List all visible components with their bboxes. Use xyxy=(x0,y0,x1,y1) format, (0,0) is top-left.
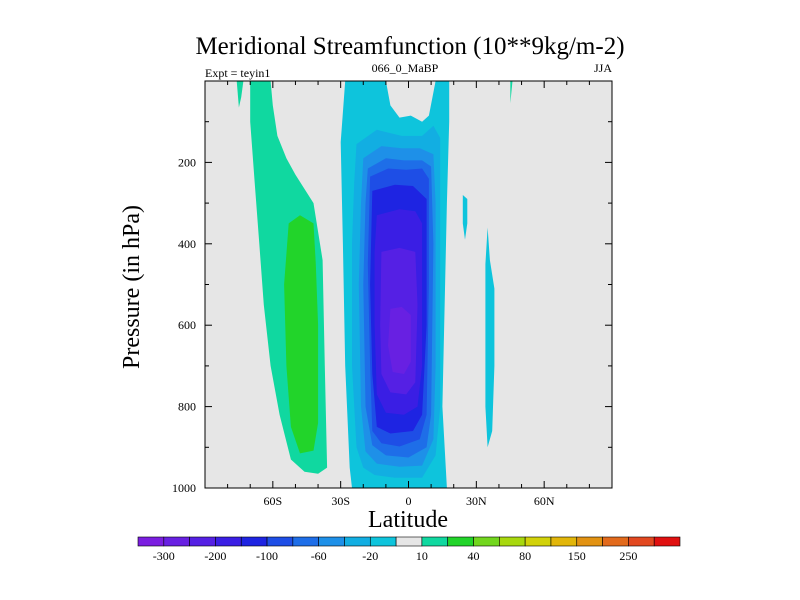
x-tick-label: 30N xyxy=(466,494,487,508)
contour-teal-sh-sliver xyxy=(236,81,244,108)
colorbar-box xyxy=(292,536,319,547)
contour-violet-core xyxy=(388,306,411,374)
colorbar-box xyxy=(447,536,474,547)
y-tick-label: 200 xyxy=(178,155,196,169)
x-tick-label: 0 xyxy=(406,494,412,508)
contour-green-sh-core xyxy=(284,215,319,454)
y-axis-label: Pressure (in hPa) xyxy=(119,205,145,369)
colorbar-box xyxy=(576,536,603,547)
colorbar-label: -20 xyxy=(362,549,378,563)
colorbar-label: 150 xyxy=(568,549,586,563)
colorbar-box xyxy=(550,536,578,547)
colorbar-box xyxy=(266,536,294,547)
colorbar-label: -300 xyxy=(153,549,175,563)
run-id-label: 066_0_MaBP xyxy=(372,61,439,75)
colorbar-label: 250 xyxy=(619,549,637,563)
x-tick-label: 60S xyxy=(263,494,282,508)
colorbar-label: 80 xyxy=(519,549,531,563)
colorbar-box xyxy=(215,536,242,547)
x-tick-label: 60N xyxy=(534,494,555,508)
colorbar: -300 -200 -100 -60 -20 10 40 80 150 250 xyxy=(137,536,681,563)
colorbar-box xyxy=(240,536,268,547)
colorbar-box xyxy=(499,536,526,547)
colorbar-box xyxy=(163,536,190,547)
colorbar-label: 10 xyxy=(416,549,428,563)
contour-cyan-ridge-nh xyxy=(462,195,468,240)
x-tick-label: 30S xyxy=(331,494,350,508)
colorbar-box xyxy=(369,536,397,547)
contour-teal-nh-speck xyxy=(510,81,513,104)
colorbar-box xyxy=(421,536,449,547)
chart-title: Meridional Streamfunction (10**9kg/m-2) xyxy=(195,33,624,60)
colorbar-label: -200 xyxy=(204,549,226,563)
contour-cyan-lobe-nh xyxy=(485,227,495,448)
colorbar-box xyxy=(344,536,371,547)
season-label: JJA xyxy=(594,61,612,75)
colorbar-box xyxy=(189,536,216,547)
colorbar-box xyxy=(395,536,423,547)
plot-frame xyxy=(204,80,613,489)
y-tick-label: 1000 xyxy=(172,481,196,495)
colorbar-box xyxy=(628,536,655,547)
colorbar-label: -60 xyxy=(311,549,327,563)
colorbar-label: -100 xyxy=(256,549,278,563)
y-tick-label: 400 xyxy=(178,237,196,251)
colorbar-label: 40 xyxy=(468,549,480,563)
colorbar-box xyxy=(524,536,552,547)
y-tick-label: 600 xyxy=(178,318,196,332)
colorbar-box xyxy=(473,536,500,547)
experiment-label: Expt = teyin1 xyxy=(205,66,270,80)
colorbar-box xyxy=(653,536,681,547)
colorbar-box xyxy=(318,536,345,547)
colorbar-box xyxy=(602,536,629,547)
axis-ticks: 60S 30S 0 30N 60N 200 400 600 800 1000 xyxy=(172,81,612,508)
y-tick-label: 800 xyxy=(178,400,196,414)
colorbar-box xyxy=(137,536,165,547)
x-axis-label: Latitude xyxy=(368,507,448,533)
contour-regions xyxy=(236,81,513,488)
